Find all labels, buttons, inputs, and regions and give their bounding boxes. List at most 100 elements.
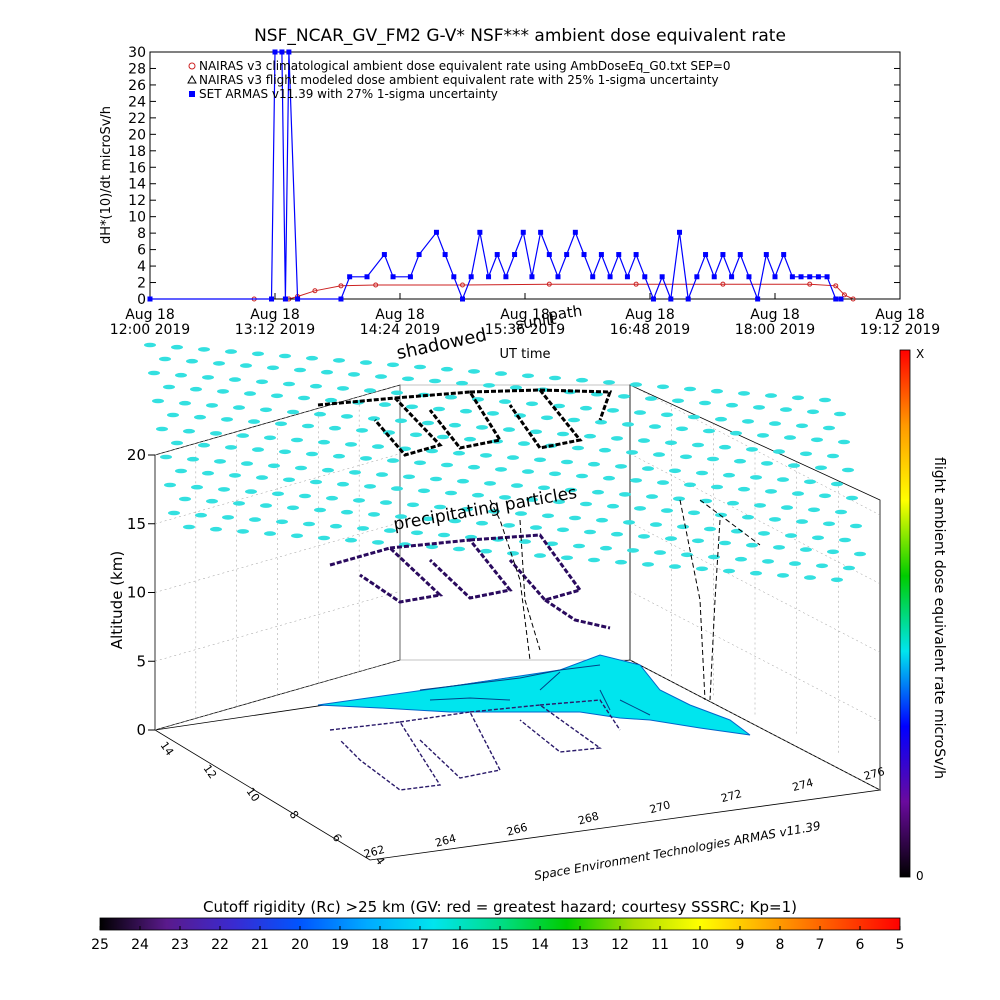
series-3-point: [503, 274, 509, 280]
series-3-point: [416, 252, 422, 258]
top-x-tick-label-time: 18:00 2019: [735, 322, 815, 338]
z-tick-label: 0: [136, 721, 146, 739]
top-y-tick-label: 26: [128, 78, 146, 94]
particle: [438, 532, 450, 538]
particle: [202, 470, 214, 476]
particle: [711, 388, 723, 394]
particle: [588, 461, 600, 467]
particle: [275, 421, 287, 427]
rigidity-tick-label: 8: [776, 937, 785, 953]
particle: [665, 440, 677, 446]
particle: [846, 495, 858, 501]
top-x-tick-label-date: Aug 18: [125, 307, 175, 323]
particle: [646, 494, 658, 499]
rigidity-tick-label: 22: [211, 937, 229, 953]
particle: [549, 471, 561, 477]
series-3-point: [555, 274, 561, 280]
particle: [449, 518, 461, 524]
x3d-tick-label: 270: [648, 798, 672, 816]
particle: [233, 405, 245, 410]
path-label: path: [547, 302, 583, 325]
series-1-point: [338, 283, 344, 289]
series-1-point: [312, 288, 318, 294]
top-x-tick-label-date: Aug 18: [625, 307, 675, 323]
particle: [769, 421, 781, 426]
legend-entry: NAIRAS v3 climatological ambient dose eq…: [199, 59, 731, 73]
particle: [237, 433, 249, 438]
top-y-tick-label: 6: [137, 243, 146, 259]
rigidity-tick-label: 20: [291, 937, 309, 953]
particle: [272, 491, 284, 497]
top-y-tick-label: 10: [128, 210, 146, 226]
particle: [565, 487, 577, 493]
series-3-point: [772, 274, 778, 280]
particle: [256, 475, 268, 480]
particle: [808, 507, 820, 513]
particle: [422, 516, 434, 522]
particle: [163, 384, 175, 390]
particle: [842, 467, 854, 473]
series-3-point: [286, 49, 292, 55]
top-x-tick-label-date: Aug 18: [500, 307, 550, 323]
rigidity-tick-label: 19: [331, 937, 349, 953]
particle: [807, 409, 819, 415]
particle: [792, 491, 804, 496]
particle: [221, 417, 233, 422]
particle: [472, 492, 484, 498]
rigidity-tick-label: 16: [451, 937, 469, 953]
top-y-tick-label: 30: [128, 45, 146, 61]
particle: [707, 456, 719, 462]
cutoff-rigidity-ticks: 25 24 23 22 21 20 19 18 17 16 15 14 13 12 11 10 9 8 7 6 5: [91, 926, 904, 953]
top-y-tick-label: 14: [128, 177, 146, 193]
z-tick-label: 5: [136, 652, 146, 670]
particle: [522, 469, 534, 474]
particle: [360, 456, 372, 461]
particle: [395, 418, 407, 424]
particle: [152, 398, 164, 404]
particle: [457, 478, 469, 484]
particle: [735, 556, 747, 562]
top-y-tick-label: 28: [128, 61, 146, 77]
particle: [626, 450, 638, 455]
particle: [672, 398, 684, 404]
series-3-point: [494, 252, 500, 258]
sunlit-label: sunlit: [514, 310, 557, 334]
particle: [206, 403, 218, 408]
particle: [252, 447, 264, 452]
series-3-point: [546, 252, 552, 258]
particle: [299, 493, 311, 499]
top-y-tick-label: 20: [128, 127, 146, 143]
particle: [368, 416, 380, 421]
top-x-tick-label-time: 12:00 2019: [110, 322, 190, 338]
particle: [750, 475, 762, 480]
particle: [784, 435, 796, 440]
series-3-point: [147, 296, 153, 302]
particle: [318, 535, 330, 541]
particle: [437, 434, 449, 440]
particle: [267, 365, 279, 371]
series-3-point: [512, 252, 518, 258]
particle: [854, 551, 866, 557]
rigidity-tick-label: 10: [691, 937, 709, 953]
particle: [395, 514, 407, 519]
particle: [654, 550, 666, 555]
series-line-1: [150, 283, 854, 300]
particle: [264, 435, 276, 441]
series-3-point: [564, 252, 570, 258]
particle: [321, 369, 333, 375]
particle: [245, 489, 257, 494]
particle: [838, 439, 850, 445]
particle: [222, 515, 234, 520]
particle: [530, 429, 542, 435]
3d-x-axis: 262 264 266 268 270 272 274 276: [362, 765, 886, 861]
particle: [622, 422, 634, 427]
series-line-3: [150, 51, 841, 302]
particle: [526, 401, 538, 407]
particle: [218, 487, 230, 492]
particle: [650, 522, 662, 527]
series-3-point: [789, 274, 795, 280]
particle: [310, 383, 322, 389]
particle: [229, 377, 241, 382]
series-3-point: [364, 274, 370, 280]
particle: [572, 445, 584, 451]
